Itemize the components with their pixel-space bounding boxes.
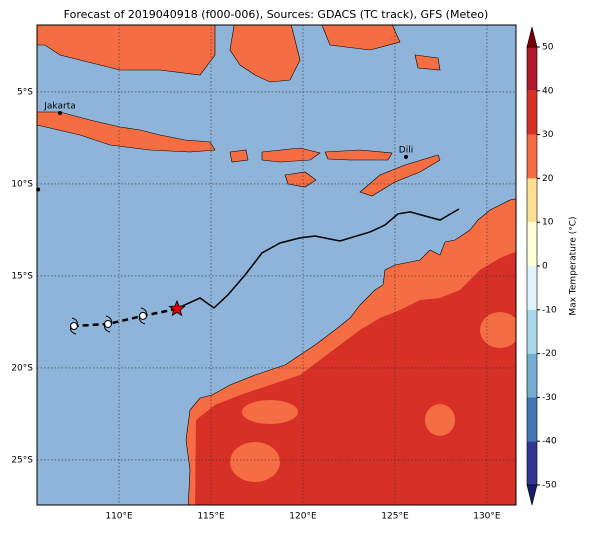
colorbar-tick-label: 10 (542, 218, 554, 228)
colorbar-tick-label: 20 (542, 174, 554, 184)
colorbar-segment (527, 47, 537, 91)
island (321, 25, 401, 51)
colorbar-extend (526, 484, 538, 506)
cyclone-symbol (70, 317, 78, 335)
colorbar-segment (527, 309, 537, 354)
track-line (177, 208, 460, 309)
warm-patch (230, 442, 280, 482)
cyclone-symbol (139, 307, 147, 325)
colorbar-segment (527, 397, 537, 442)
warm-patch (242, 400, 298, 424)
map-frame (36, 24, 517, 506)
lon-tick-label: 115°E (197, 512, 225, 522)
colorbar-tick-label: -50 (542, 481, 557, 491)
colorbar-extend (526, 26, 538, 48)
city-dot (403, 154, 408, 159)
borneo (37, 25, 216, 76)
dynamic-layer: 110°E 115°E 120°E 125°E 130°E 5°S 10°S 15°S 20°S… (11, 25, 557, 522)
colorbar-tick-label: 0 (542, 262, 548, 272)
colorbar-tick-label: 30 (542, 130, 554, 140)
lat-tick-label: 25°S (11, 455, 33, 465)
colorbar-segment (527, 178, 537, 223)
sulawesi (229, 25, 301, 83)
bali (229, 149, 249, 163)
island (414, 54, 441, 71)
lon-tick-label: 130°E (473, 512, 501, 522)
colorbar-tick-label: -30 (542, 393, 557, 403)
lat-tick-label: 10°S (11, 179, 33, 189)
colorbar-label: Max Temperature (°C) (569, 216, 579, 315)
colorbar-tick-label: 40 (542, 86, 554, 96)
timor (359, 154, 441, 197)
colorbar-tick-label: -40 (542, 437, 557, 447)
java (37, 111, 216, 153)
lon-tick-label: 110°E (105, 512, 133, 522)
city-label: Dili (399, 145, 413, 155)
colorbar-tick-label: -10 (542, 305, 557, 315)
sumbawa (261, 147, 321, 163)
lon-tick-label: 120°E (289, 512, 317, 522)
colorbar-segment (527, 441, 537, 485)
colorbar-tick-label: -20 (542, 349, 557, 359)
forecast-point (104, 319, 113, 328)
forecast-line (73, 307, 178, 328)
land-layer (37, 25, 516, 505)
lat-tick-label: 5°S (17, 87, 33, 97)
lat-tick-label: 20°S (11, 363, 33, 373)
warm-patch (425, 404, 455, 436)
forecast-point (138, 311, 147, 320)
colorbar-tick-label: 50 (542, 43, 554, 53)
colorbar-segment (527, 134, 537, 179)
colorbar-segment (527, 222, 537, 266)
city-label: Jakarta (43, 101, 75, 111)
colorbar-segment (527, 90, 537, 135)
lat-tick-label: 15°S (11, 271, 33, 281)
lon-tick-label: 125°E (381, 512, 409, 522)
colorbar-segment (527, 353, 537, 398)
forecast-point (69, 321, 78, 330)
map-title: Forecast of 2019040918 (f000-006), Sourc… (64, 8, 489, 21)
cyclone-symbol (104, 315, 112, 333)
sumba (284, 171, 317, 188)
warm-patch (480, 312, 516, 348)
city-dot (57, 110, 62, 115)
current-position (168, 299, 186, 317)
hot-region (195, 251, 516, 505)
colorbar-segment (527, 266, 537, 310)
flores (324, 149, 393, 161)
